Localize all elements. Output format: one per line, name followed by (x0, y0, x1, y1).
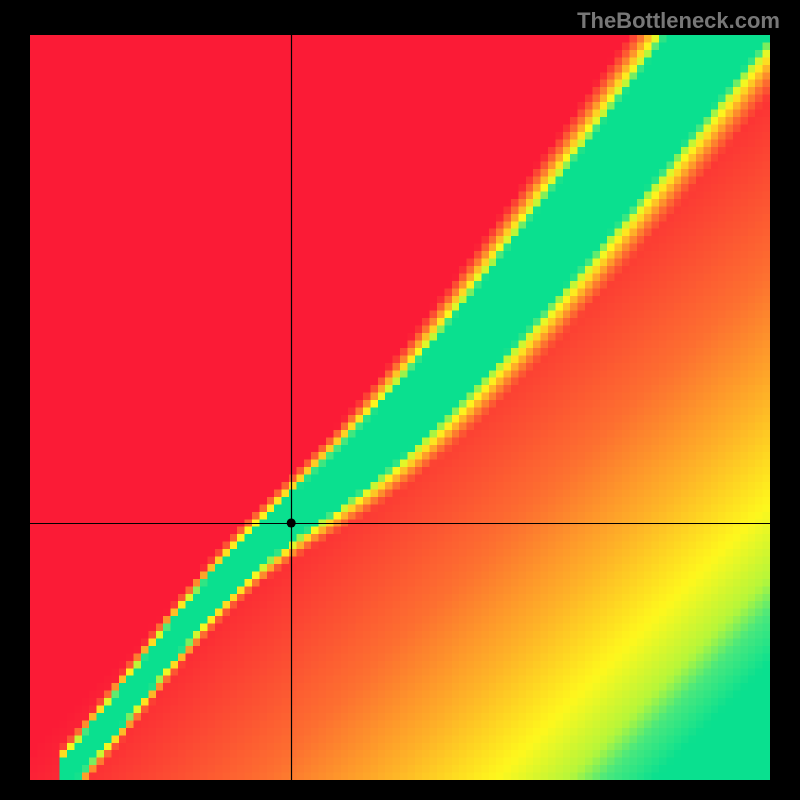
heatmap-canvas (30, 35, 770, 780)
chart-wrapper: TheBottleneck.com (0, 0, 800, 800)
attribution-text[interactable]: TheBottleneck.com (577, 8, 780, 34)
